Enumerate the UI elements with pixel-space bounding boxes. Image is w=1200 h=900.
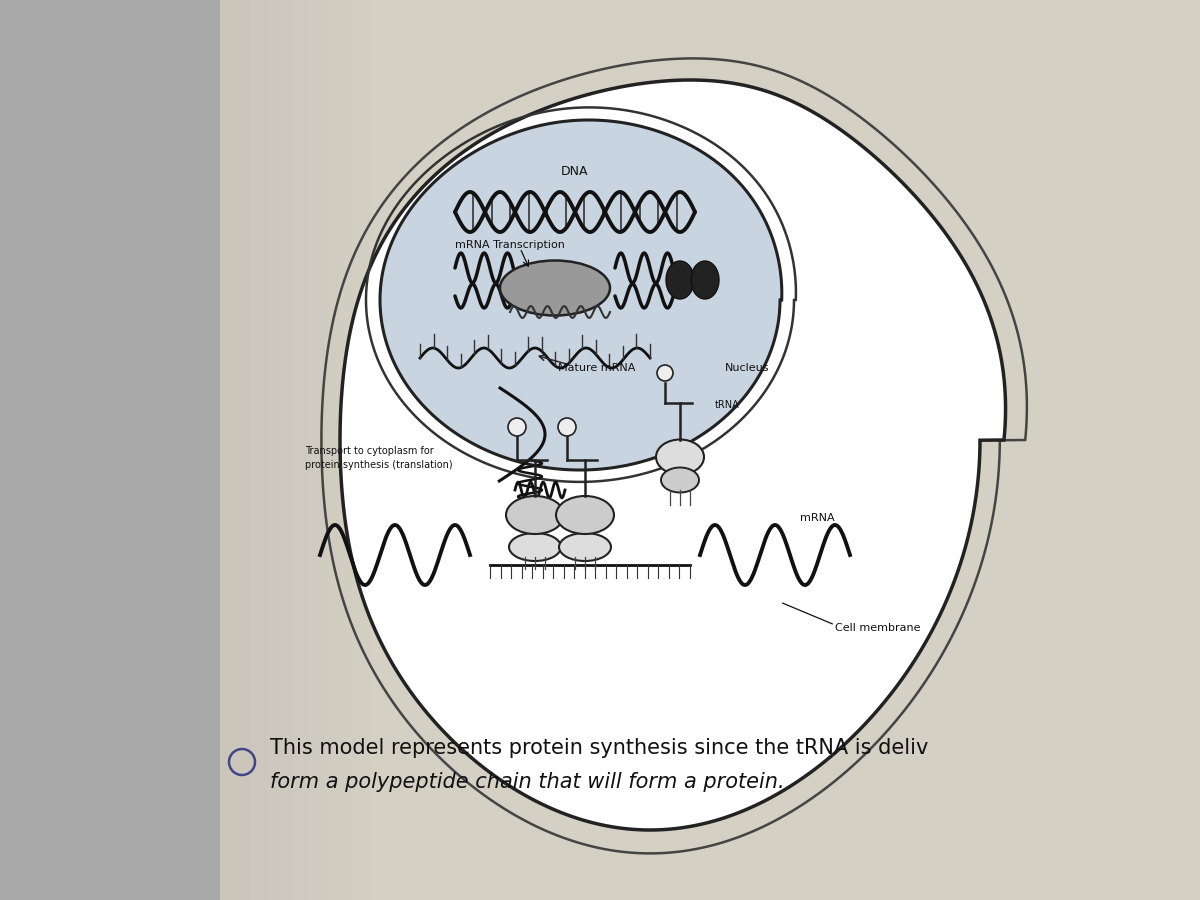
Text: Cell membrane: Cell membrane (835, 623, 920, 633)
Ellipse shape (506, 496, 564, 534)
Ellipse shape (691, 261, 719, 299)
Bar (310, 0, 325, 900)
Bar (355, 0, 370, 900)
Bar (220, 0, 1200, 900)
Text: This model represents protein synthesis since the tRNA is deliv: This model represents protein synthesis … (270, 738, 929, 758)
Polygon shape (380, 120, 782, 470)
Text: tRNA: tRNA (715, 400, 739, 410)
Bar (265, 0, 280, 900)
Ellipse shape (509, 533, 562, 561)
Text: Nucleus: Nucleus (725, 363, 769, 373)
Bar (0, 0, 220, 900)
Circle shape (558, 418, 576, 436)
Circle shape (658, 365, 673, 381)
Text: Transport to cytoplasm for
protein synthesis (translation): Transport to cytoplasm for protein synth… (305, 446, 452, 470)
Ellipse shape (556, 496, 614, 534)
Bar (325, 0, 340, 900)
Text: mRNA Transcription: mRNA Transcription (455, 240, 565, 250)
Bar (295, 0, 310, 900)
Circle shape (508, 418, 526, 436)
Text: mRNA: mRNA (800, 513, 835, 523)
Ellipse shape (661, 467, 698, 492)
Bar (220, 0, 235, 900)
Ellipse shape (500, 260, 610, 316)
Ellipse shape (559, 533, 611, 561)
Ellipse shape (656, 439, 704, 474)
Bar (340, 0, 355, 900)
Ellipse shape (666, 261, 694, 299)
Text: DNA: DNA (562, 165, 589, 178)
Bar (280, 0, 295, 900)
Bar (235, 0, 250, 900)
Text: Mature mRNA: Mature mRNA (558, 363, 635, 373)
Text: form a polypeptide chain that will form a protein.: form a polypeptide chain that will form … (270, 772, 785, 792)
Polygon shape (340, 80, 1006, 830)
Bar (250, 0, 265, 900)
